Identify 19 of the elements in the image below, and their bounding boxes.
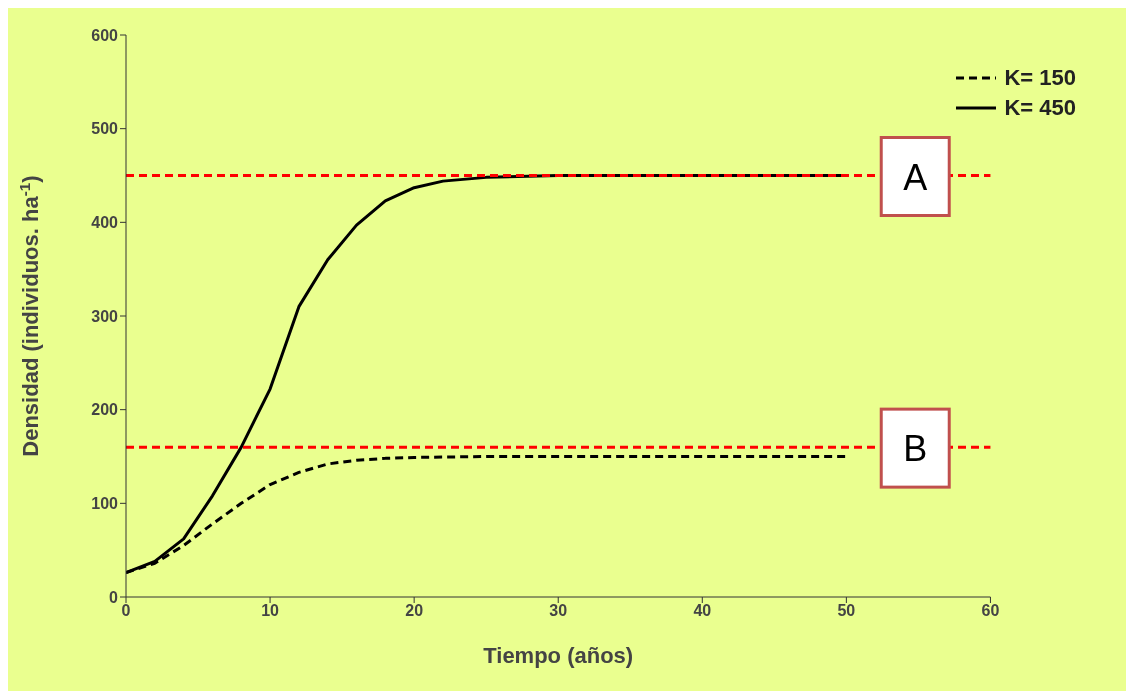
y-tick-label: 600 [91, 26, 119, 44]
x-tick-label: 50 [837, 602, 856, 620]
x-axis-title: Tiempo (años) [483, 643, 634, 668]
x-tick-label: 10 [261, 602, 280, 620]
y-tick-label: 200 [91, 401, 119, 419]
x-tick-label: 40 [693, 602, 712, 620]
y-tick-label: 0 [109, 588, 119, 606]
ref-line-label: A [903, 156, 928, 198]
x-tick-label: 60 [981, 602, 1000, 620]
x-tick-label: 0 [121, 602, 131, 620]
y-tick-label: 500 [91, 120, 119, 138]
x-tick-label: 30 [549, 602, 568, 620]
ref-line-label: B [903, 428, 928, 470]
legend-label: K= 150 [1004, 64, 1076, 92]
y-tick-label: 400 [91, 214, 119, 232]
legend-label: K= 450 [1004, 94, 1076, 122]
x-tick-label: 20 [405, 602, 424, 620]
y-tick-label: 300 [91, 307, 119, 325]
y-tick-label: 100 [91, 495, 119, 513]
